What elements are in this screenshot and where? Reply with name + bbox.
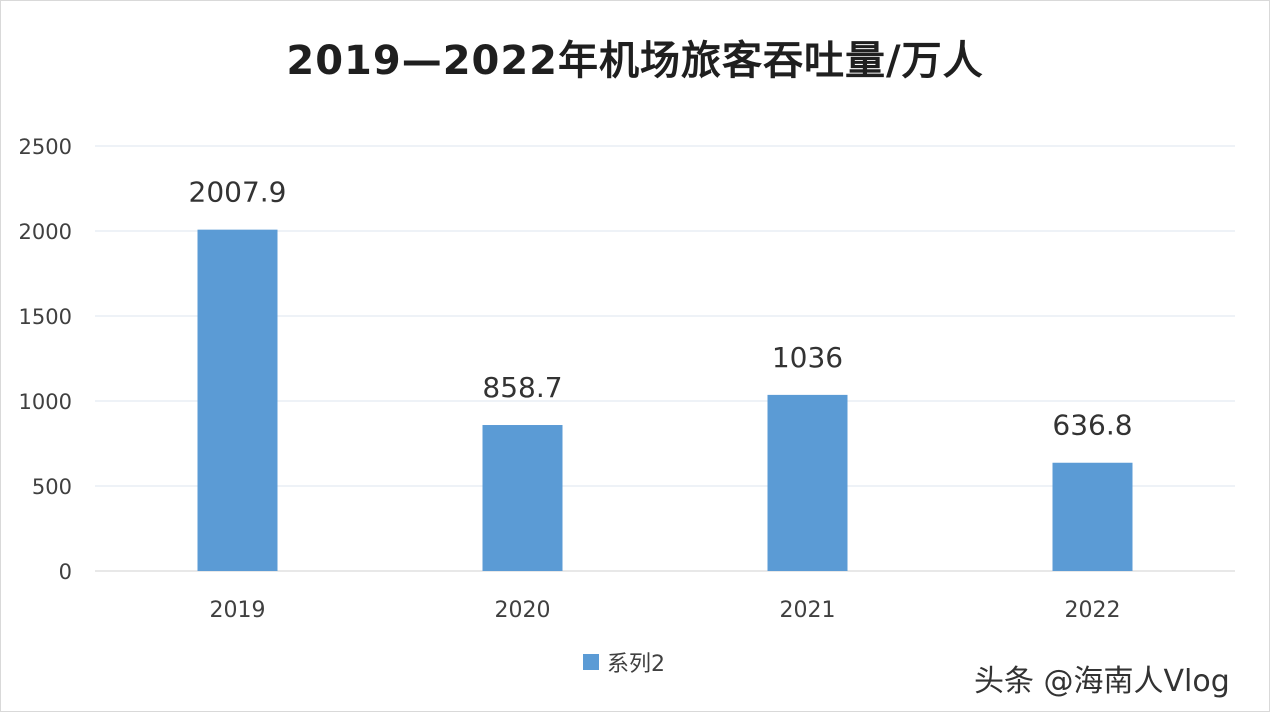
data-label: 2007.9 — [189, 176, 287, 209]
bar-2022 — [1052, 462, 1133, 571]
x-tick-label: 2022 — [1065, 598, 1121, 623]
y-tick-label: 0 — [59, 560, 72, 584]
bar-2019 — [197, 229, 278, 572]
data-label: 636.8 — [1052, 409, 1132, 442]
gridlines — [95, 145, 1235, 572]
x-tick-label: 2021 — [780, 598, 836, 623]
x-axis-ticks: 2019 2020 2021 2022 — [210, 598, 1121, 623]
y-tick-label: 2000 — [19, 220, 72, 244]
bar-2020 — [482, 425, 563, 571]
legend-label: 系列2 — [607, 652, 665, 677]
bars — [197, 229, 1133, 572]
chart-title: 2019—2022年机场旅客吞吐量/万人 — [286, 38, 984, 84]
x-tick-label: 2020 — [495, 598, 551, 623]
y-tick-label: 2500 — [19, 135, 72, 159]
y-tick-label: 1000 — [19, 390, 72, 414]
y-tick-label: 1500 — [19, 305, 72, 329]
bar-2021 — [767, 394, 848, 571]
data-label: 1036 — [772, 341, 843, 374]
y-tick-label: 500 — [32, 475, 72, 499]
x-tick-label: 2019 — [210, 598, 266, 623]
data-label: 858.7 — [482, 371, 562, 404]
data-labels: 2007.9 858.7 1036 636.8 — [189, 176, 1133, 442]
y-axis-ticks: 0 500 1000 1500 2000 2500 — [19, 135, 72, 584]
legend-swatch — [583, 654, 599, 670]
legend: 系列2 — [583, 646, 665, 678]
watermark: 头条 @海南人Vlog — [974, 664, 1230, 699]
